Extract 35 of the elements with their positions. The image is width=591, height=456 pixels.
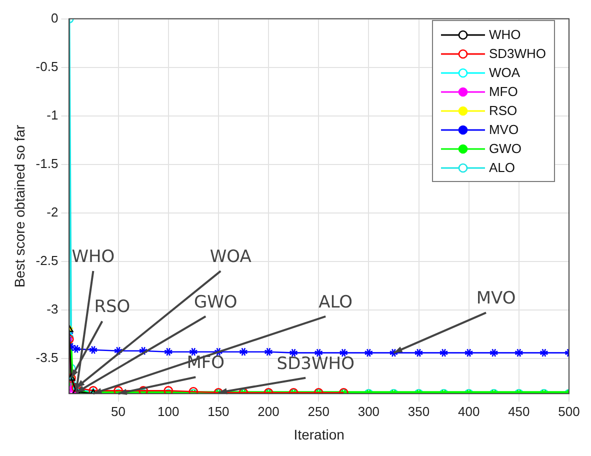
- y-tick-label: 0: [50, 10, 58, 26]
- legend-label: ALO: [488, 160, 515, 175]
- x-tick-label: 50: [111, 404, 126, 419]
- y-tick-label: -1.5: [36, 156, 58, 172]
- x-tick-label: 200: [258, 404, 280, 419]
- legend-label: RSO: [488, 103, 518, 118]
- annotation: ALO: [318, 292, 353, 312]
- x-tick-label: 400: [458, 404, 480, 419]
- x-tick-label: 250: [308, 404, 330, 419]
- legend-label: SD3WHO: [488, 46, 546, 61]
- x-tick-label: 100: [158, 404, 180, 419]
- annotation: WHO: [72, 246, 115, 267]
- legend-label: WHO: [488, 27, 521, 42]
- annotation: SD3WHO: [276, 354, 354, 374]
- x-tick-label: 150: [208, 404, 230, 419]
- legend-label: MVO: [488, 122, 519, 137]
- x-tick-label: 500: [558, 404, 580, 419]
- y-tick-label: -2.5: [36, 253, 58, 268]
- annotation: GWO: [194, 292, 238, 312]
- x-tick-label: 450: [508, 404, 530, 419]
- annotation: WOA: [210, 246, 252, 267]
- x-axis-title: Iteration: [294, 426, 344, 442]
- annotation: RSO: [94, 297, 130, 318]
- y-tick-label: -0.5: [36, 58, 58, 74]
- x-tick-label: 300: [358, 404, 380, 419]
- y-tick-label: -3: [46, 302, 58, 317]
- y-tick-label: -3.5: [36, 350, 58, 366]
- legend-label: GWO: [488, 141, 522, 156]
- y-axis-title: Best score obtained so far: [11, 124, 28, 288]
- legend-label: MFO: [488, 84, 518, 99]
- annotation: MVO: [476, 288, 516, 309]
- legend-label: WOA: [488, 65, 520, 80]
- y-tick-label: -2: [46, 204, 58, 220]
- y-tick-label: -1: [46, 107, 58, 122]
- x-tick-label: 350: [408, 404, 430, 419]
